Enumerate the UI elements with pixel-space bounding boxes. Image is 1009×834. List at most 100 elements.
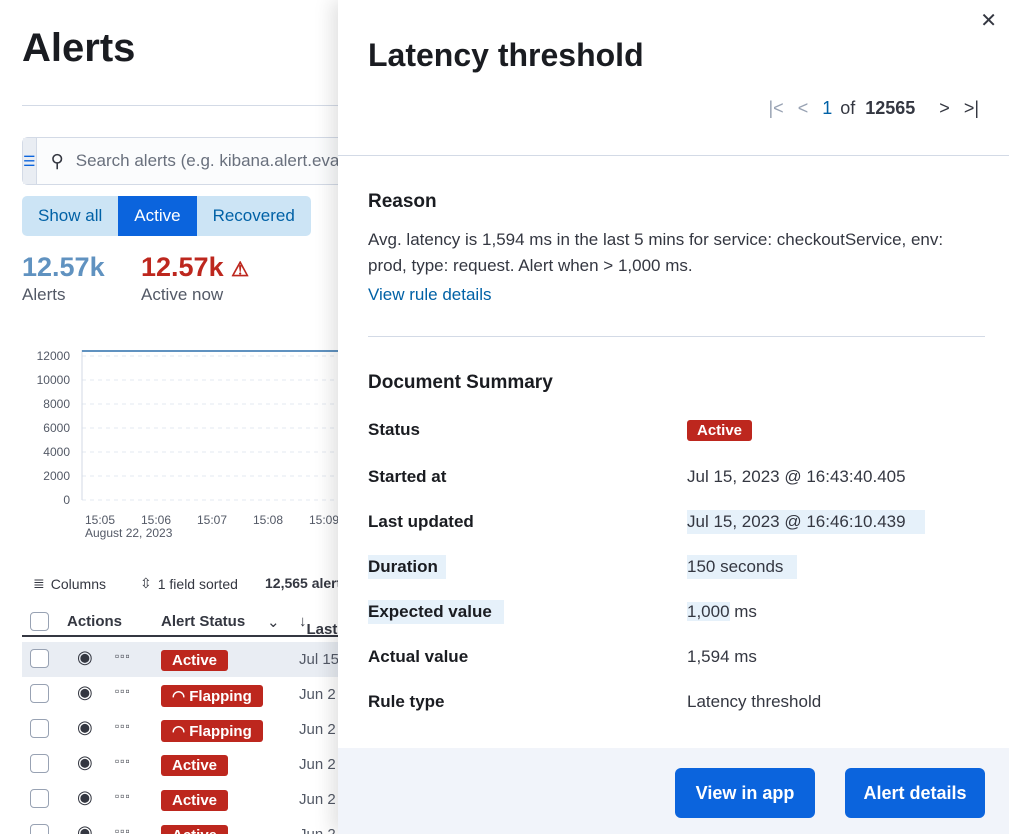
sort-button[interactable]: ⇳ 1 field sorted — [140, 575, 238, 592]
field-label: Duration — [368, 555, 446, 579]
row-checkbox[interactable] — [30, 719, 49, 738]
field-label: Started at — [368, 467, 447, 486]
table-row[interactable]: ◉ ▫▫▫ Active Jun 2 — [22, 817, 340, 834]
search-input[interactable]: Search alerts (e.g. kibana.alert.evaluat… — [75, 151, 340, 170]
header-actions: Actions — [67, 613, 123, 630]
filter-active[interactable]: Active — [118, 196, 197, 236]
alert-count: 12,565 alerts — [265, 575, 340, 591]
eye-icon[interactable]: ◉ — [77, 822, 93, 834]
x-tick-label: 15:09 — [309, 513, 339, 527]
header-last-updated[interactable]: ↓ Last updated — [299, 613, 340, 638]
table-row[interactable]: ◉ ▫▫▫ ◠ Flapping Jun 2 — [22, 712, 340, 747]
total-pages: 12565 — [865, 98, 916, 118]
last-page-icon[interactable]: >| — [963, 98, 979, 118]
eye-icon[interactable]: ◉ — [77, 787, 93, 807]
status-badge: ◠ Flapping — [161, 720, 263, 742]
stat-value: 12.57k — [22, 252, 105, 282]
field-label: Rule type — [368, 692, 445, 711]
stat-value: 12.57k — [141, 252, 224, 282]
close-icon[interactable]: ✕ — [980, 10, 997, 32]
x-tick-label: 15:06 — [141, 513, 171, 527]
y-tick-label: 10000 — [37, 373, 71, 387]
more-actions-icon[interactable]: ▫▫▫ — [115, 754, 131, 768]
status-badge: Active — [161, 755, 229, 776]
divider — [368, 336, 985, 337]
eye-icon[interactable]: ◉ — [77, 647, 93, 667]
prev-page-icon[interactable]: < — [797, 98, 809, 118]
view-rule-details-link[interactable]: View rule details — [368, 285, 492, 304]
row-checkbox[interactable] — [30, 789, 49, 808]
search-bar[interactable]: ☰ ⚲ Search alerts (e.g. kibana.alert.eva… — [22, 137, 340, 185]
table-row[interactable]: ◉ ▫▫▫ Active Jun 2 — [22, 747, 340, 782]
columns-button[interactable]: ≣ Columns — [33, 575, 106, 592]
row-date: Jun 2 — [299, 721, 336, 738]
field-label: Expected value — [368, 600, 504, 624]
field-value: 1,000 — [687, 602, 730, 621]
y-tick-label: 8000 — [43, 397, 70, 411]
row-checkbox[interactable] — [30, 649, 49, 668]
summary-heading: Document Summary — [368, 372, 553, 393]
eye-icon[interactable]: ◉ — [77, 752, 93, 772]
field-label: Last updated — [368, 512, 474, 531]
row-date: Jun 2 — [299, 826, 336, 834]
x-sub-label: August 22, 2023 — [85, 526, 173, 540]
table-row[interactable]: ◉ ▫▫▫ Active Jul 15 — [22, 642, 340, 677]
filter-recovered[interactable]: Recovered — [196, 196, 311, 236]
status-badge: Active — [161, 650, 229, 671]
pager-of: of — [840, 98, 856, 118]
y-tick-label: 4000 — [43, 445, 70, 459]
row-checkbox[interactable] — [30, 824, 49, 834]
search-icon: ⚲ — [50, 150, 64, 171]
flapping-icon: ◠ — [172, 723, 190, 740]
eye-icon[interactable]: ◉ — [77, 717, 93, 737]
divider — [22, 105, 340, 106]
table-header: Actions Alert Status ⌄ ↓ Last updated — [22, 605, 340, 638]
flyout-footer: View in app Alert details — [338, 748, 1009, 834]
stat-label: Alerts — [22, 285, 66, 304]
y-tick-label: 2000 — [43, 469, 70, 483]
status-badge: Active — [161, 790, 229, 811]
table-row[interactable]: ◉ ▫▫▫ ◠ Flapping Jun 2 — [22, 677, 340, 712]
status-filter: Show all Active Recovered — [22, 196, 311, 236]
flapping-icon: ◠ — [172, 688, 190, 705]
y-tick-label: 6000 — [43, 421, 70, 435]
next-page-icon[interactable]: > — [939, 98, 950, 118]
alert-details-button[interactable]: Alert details — [845, 768, 985, 818]
x-tick-label: 15:07 — [197, 513, 227, 527]
header-alert-status[interactable]: Alert Status — [161, 613, 246, 630]
status-badge: ◠ Flapping — [161, 685, 263, 707]
filter-icon[interactable]: ☰ — [23, 138, 37, 184]
chevron-down-icon[interactable]: ⌄ — [267, 614, 280, 631]
reason-heading: Reason — [368, 191, 437, 212]
field-value: Latency threshold — [687, 692, 822, 711]
y-tick-label: 12000 — [37, 349, 71, 363]
filter-show-all[interactable]: Show all — [22, 196, 119, 236]
field-value: Jul 15, 2023 @ 16:46:10.439 — [687, 510, 925, 534]
flyout-title: Latency threshold — [368, 37, 644, 73]
row-checkbox[interactable] — [30, 754, 49, 773]
more-actions-icon[interactable]: ▫▫▫ — [115, 789, 131, 803]
view-in-app-button[interactable]: View in app — [675, 768, 815, 818]
row-date: Jun 2 — [299, 791, 336, 808]
reason-text: Avg. latency is 1,594 ms in the last 5 m… — [368, 230, 944, 275]
more-actions-icon[interactable]: ▫▫▫ — [115, 719, 131, 733]
first-page-icon[interactable]: |< — [768, 98, 784, 118]
list-icon: ≣ — [33, 575, 45, 591]
x-tick-label: 15:05 — [85, 513, 115, 527]
field-value: 1,594 ms — [687, 647, 757, 666]
more-actions-icon[interactable]: ▫▫▫ — [115, 824, 131, 834]
table-row[interactable]: ◉ ▫▫▫ Active Jun 2 — [22, 782, 340, 817]
stat-active: 12.57k ⚠ Active now — [141, 252, 249, 305]
eye-icon[interactable]: ◉ — [77, 682, 93, 702]
divider — [338, 155, 1009, 156]
warning-icon: ⚠ — [231, 259, 250, 281]
field-label: Status — [368, 420, 420, 439]
field-label: Actual value — [368, 647, 469, 666]
select-all-checkbox[interactable] — [30, 612, 49, 631]
more-actions-icon[interactable]: ▫▫▫ — [115, 684, 131, 698]
more-actions-icon[interactable]: ▫▫▫ — [115, 649, 131, 663]
sort-label: 1 field sorted — [157, 575, 238, 592]
row-checkbox[interactable] — [30, 684, 49, 703]
columns-label: Columns — [50, 575, 106, 592]
page-title: Alerts — [22, 26, 136, 70]
